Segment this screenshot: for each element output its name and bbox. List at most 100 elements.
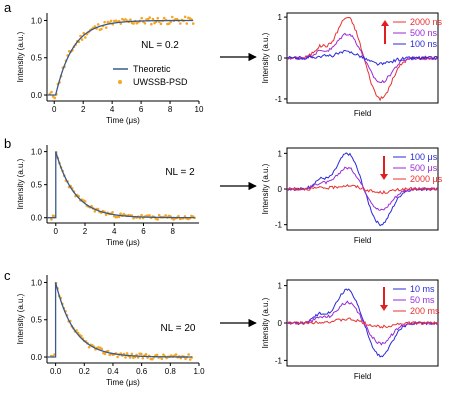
y-axis-label: Intensity (a.u.): [261, 163, 270, 214]
x-axis-label: Field: [354, 109, 371, 118]
panel-label-a: a: [4, 0, 12, 15]
y-axis-label: Intensity (a.u.): [16, 158, 25, 209]
data-point: [151, 17, 155, 21]
x-tick-label: 6: [141, 227, 146, 236]
data-point: [104, 213, 108, 217]
data-point: [143, 21, 147, 25]
data-point: [50, 90, 53, 94]
data-point: [83, 200, 87, 203]
series-line: [286, 317, 439, 329]
data-point: [87, 345, 91, 349]
data-point: [159, 22, 163, 26]
panel-label-b: b: [4, 136, 11, 151]
data-point: [191, 22, 195, 25]
legend-label: UWSSB-PSD: [133, 77, 188, 87]
panel-a-decay-plot: 0 2 4 6 8 10 0.0 0.5 1.0 Time (μs) Intensity (a.u.…: [16, 13, 204, 125]
x-tick-label: 1.0: [193, 367, 205, 376]
data-point: [177, 214, 180, 218]
legend-label: 2000 μs: [410, 174, 443, 184]
data-point: [124, 356, 127, 359]
data-point: [129, 18, 132, 21]
fit-line: [47, 19, 194, 96]
legend-label: Theoretic: [133, 64, 171, 74]
x-tick-label: 4: [110, 105, 115, 114]
data-point: [106, 349, 110, 353]
x-tick-label: 0.8: [165, 367, 177, 376]
data-point: [169, 20, 172, 24]
x-tick-label: 2: [81, 105, 86, 114]
y-tick-label: -1: [275, 356, 283, 365]
y-tick-label: 0.0: [31, 214, 43, 223]
y-tick-label: 0.5: [31, 54, 43, 63]
fit-line: [47, 151, 195, 219]
panel-b-decay-plot: 0 2 4 6 8 0.0 0.5 1.0 Time (μs) Intensity (a.u.) N…: [16, 145, 199, 247]
x-axis-label: Time (μs): [106, 116, 140, 125]
data-point: [80, 38, 84, 41]
data-point: [93, 25, 97, 28]
data-point: [187, 353, 190, 356]
data-point: [103, 20, 106, 24]
x-tick-label: 4: [112, 227, 117, 236]
data-point: [111, 210, 114, 214]
data-point: [185, 22, 189, 25]
data-point: [148, 16, 152, 19]
y-axis-label: Intensity (a.u.): [261, 297, 270, 348]
legend-label: 200 ms: [410, 306, 440, 316]
data-point: [151, 357, 154, 361]
legend-swatch: [118, 80, 122, 84]
data-point: [119, 212, 122, 215]
y-tick-label: -1: [275, 221, 283, 230]
data-point: [117, 215, 121, 219]
panel-label-c: c: [4, 268, 11, 283]
x-tick-label: 0.2: [79, 367, 91, 376]
data-point: [93, 210, 97, 213]
fit-line: [47, 282, 192, 358]
data-point: [116, 355, 119, 359]
data-point: [104, 26, 108, 29]
data-point: [82, 31, 86, 35]
nl-annotation: NL = 2: [165, 167, 195, 178]
legend-label: 2000 ns: [410, 17, 443, 27]
data-point: [157, 213, 161, 217]
data-point: [96, 23, 100, 26]
trend-arrow-icon: [380, 305, 388, 311]
legend-label: 100 ns: [410, 39, 438, 49]
x-tick-label: 0.0: [50, 367, 62, 376]
data-point: [103, 352, 107, 356]
y-tick-label: 0.5: [31, 181, 43, 190]
data-point: [140, 352, 143, 356]
data-point: [156, 218, 159, 221]
x-tick-label: 10: [195, 105, 204, 114]
legend-label: 500 μs: [410, 163, 438, 173]
series-line: [286, 183, 439, 195]
y-axis-label: Intensity (a.u.): [16, 31, 25, 82]
nl-annotation: NL = 0.2: [141, 40, 179, 51]
data-point: [130, 352, 134, 356]
series-line: [286, 300, 439, 346]
data-point: [125, 352, 129, 355]
data-point: [144, 353, 148, 356]
data-point: [100, 347, 104, 351]
legend-label: 10 ms: [410, 284, 435, 294]
x-tick-label: 0.4: [107, 367, 119, 376]
data-point: [155, 353, 159, 357]
data-point: [128, 356, 132, 359]
y-tick-label: 0.0: [31, 353, 43, 362]
y-tick-label: 1: [278, 149, 283, 158]
x-tick-label: 6: [139, 105, 144, 114]
data-point: [160, 357, 164, 361]
x-axis-label: Time (μs): [106, 378, 140, 387]
legend-label: 50 ms: [410, 295, 435, 305]
x-tick-label: 8: [168, 105, 173, 114]
y-axis-label: Intensity (a.u.): [16, 293, 25, 344]
data-point: [175, 17, 179, 21]
trend-arrow-icon: [381, 20, 389, 26]
legend-label: 500 ns: [410, 28, 438, 38]
x-tick-label: 0: [54, 227, 59, 236]
y-axis-label: Intensity (a.u.): [261, 32, 270, 83]
legend-label: 100 μs: [410, 152, 438, 162]
